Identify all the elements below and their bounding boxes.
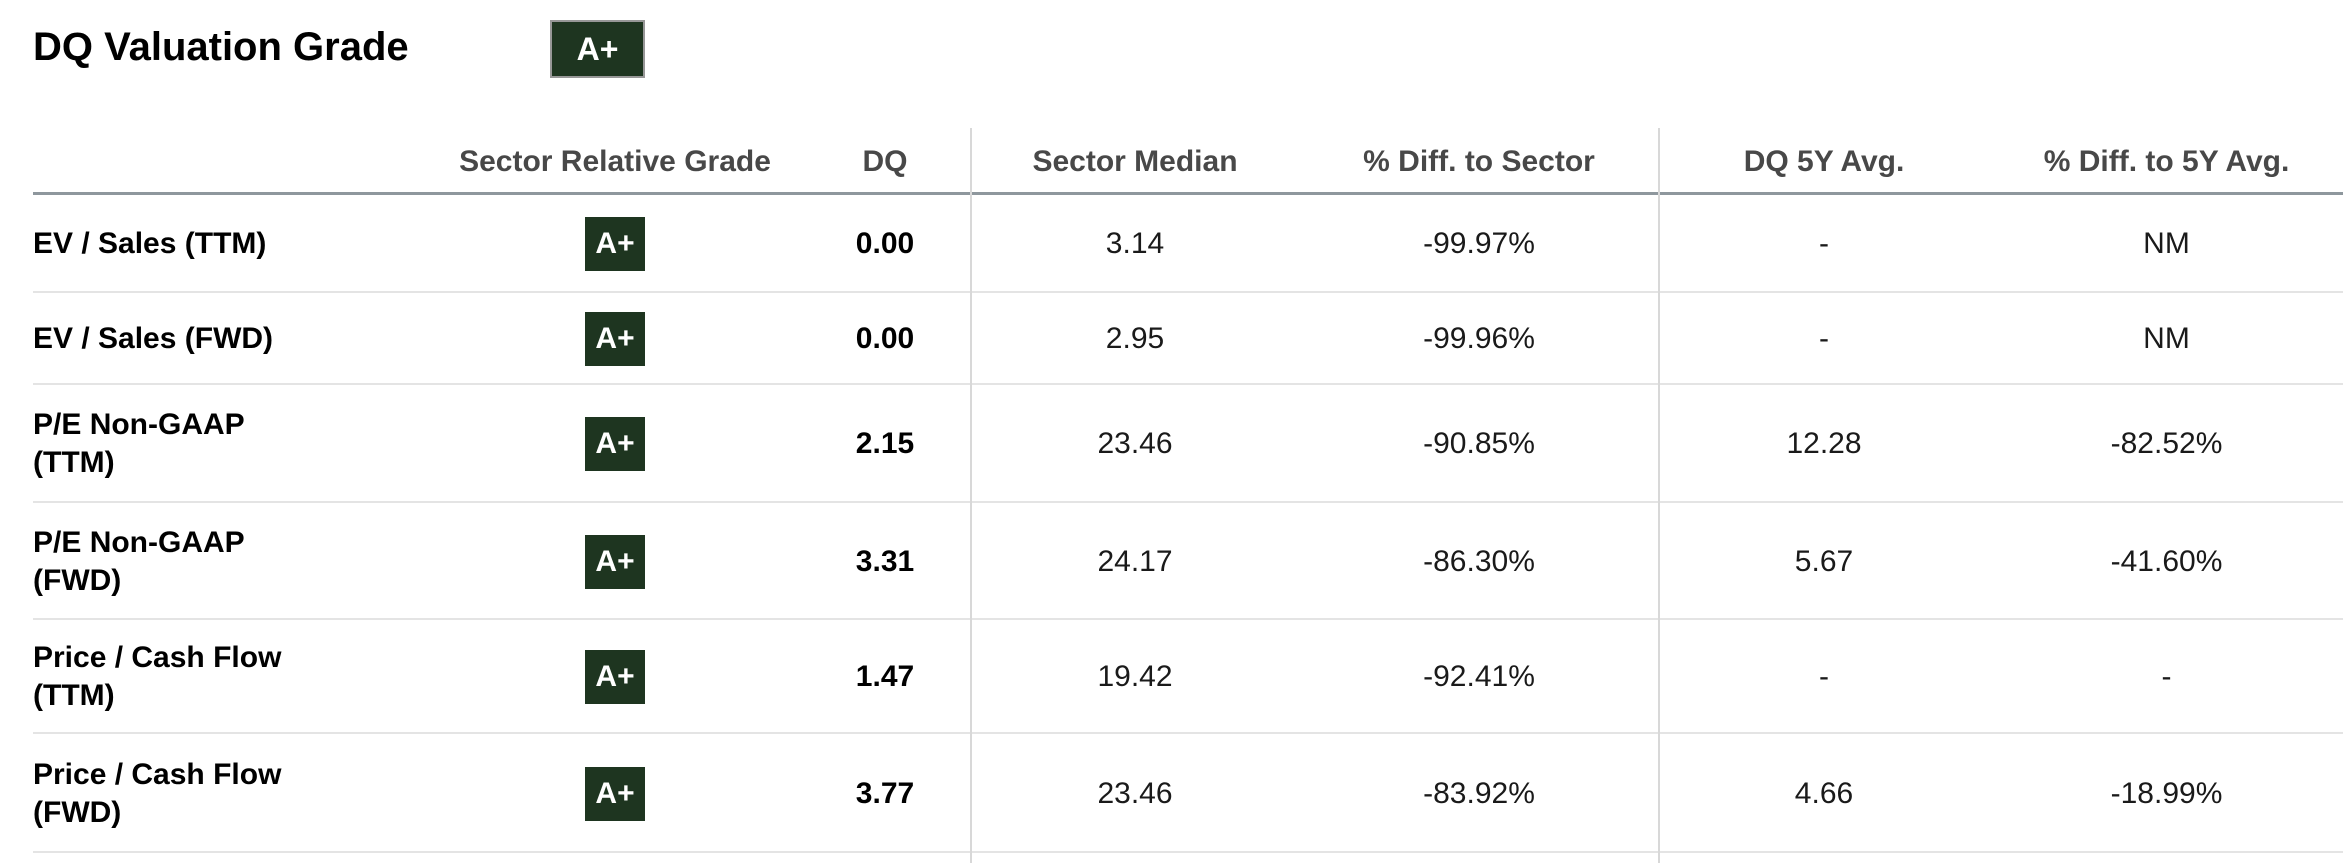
dq-value: 3.31	[855, 544, 915, 578]
dq-value: 0.00	[855, 322, 915, 355]
dq-5y-avg-value: -	[1819, 227, 1829, 260]
diff-to-5y-avg-value: -18.99%	[2110, 776, 2223, 810]
dq-5y-avg-value: 5.67	[1794, 544, 1854, 578]
column-header-diff-to-5y-avg: % Diff. to 5Y Avg.	[2043, 144, 2290, 178]
diff-to-5y-avg-value: -41.60%	[2110, 544, 2223, 578]
column-header-dq-5y-avg: DQ 5Y Avg.	[1743, 144, 1905, 178]
grade-badge[interactable]: A+	[585, 312, 645, 366]
sector-median-value: 23.46	[1097, 427, 1173, 460]
grade-cell: A+	[430, 650, 800, 704]
metric-label: Price / Cash Flow (TTM)	[33, 641, 282, 712]
diff-to-sector-value: -86.30%	[1423, 544, 1535, 578]
column-header-sector-relative-grade: Sector Relative Grade	[459, 144, 771, 178]
metric-label: P/E Non-GAAP (FWD)	[33, 525, 245, 597]
column-header-dq: DQ	[862, 144, 908, 178]
diff-to-sector-value: -99.97%	[1423, 227, 1535, 260]
sector-median-value: 2.95	[1105, 322, 1165, 355]
diff-to-sector-value: -92.41%	[1423, 660, 1535, 693]
table-row-price-cashflow-fwd: Price / Cash Flow (FWD) A+ 3.77 23.46 -8…	[0, 734, 2343, 853]
diff-to-sector-value: -83.92%	[1423, 776, 1535, 810]
overall-grade-badge[interactable]: A+	[550, 20, 645, 78]
grade-badge[interactable]: A+	[585, 217, 645, 271]
metric-label: P/E Non-GAAP (TTM)	[33, 408, 245, 479]
metric-label: EV / Sales (TTM)	[33, 227, 267, 260]
grade-badge[interactable]: A+	[585, 534, 645, 589]
dq-5y-avg-value: -	[1819, 660, 1829, 693]
table-header-row: Sector Relative Grade DQ Sector Median %…	[0, 128, 2343, 195]
dq-value: 0.00	[855, 227, 915, 260]
column-divider	[970, 128, 972, 863]
sector-median-value: 3.14	[1105, 227, 1165, 260]
valuation-metrics-table: Sector Relative Grade DQ Sector Median %…	[0, 128, 2343, 863]
dq-value: 1.47	[855, 660, 915, 693]
panel-title-bar: DQ Valuation Grade A+	[33, 16, 2343, 78]
dq-value: 3.77	[855, 776, 915, 810]
grade-badge[interactable]: A+	[585, 650, 645, 704]
column-header-sector-median: Sector Median	[1032, 144, 1238, 178]
diff-to-5y-avg-value: NM	[2143, 322, 2190, 355]
dq-5y-avg-value: 4.66	[1794, 776, 1854, 810]
grade-badge[interactable]: A+	[585, 417, 645, 471]
diff-to-5y-avg-value: NM	[2143, 227, 2190, 260]
dq-5y-avg-value: -	[1819, 322, 1829, 355]
sector-median-value: 19.42	[1097, 660, 1173, 693]
grade-cell: A+	[430, 312, 800, 366]
grade-cell: A+	[430, 417, 800, 471]
sector-median-value: 23.46	[1097, 776, 1173, 810]
column-divider	[1658, 128, 1660, 863]
diff-to-sector-value: -99.96%	[1423, 322, 1535, 355]
diff-to-5y-avg-value: -	[2161, 660, 2172, 693]
diff-to-sector-value: -90.85%	[1423, 427, 1535, 460]
table-row-price-cashflow-ttm: Price / Cash Flow (TTM) A+ 1.47 19.42 -9…	[0, 620, 2343, 734]
grade-cell: A+	[430, 534, 800, 589]
diff-to-5y-avg-value: -82.52%	[2110, 427, 2223, 460]
grade-badge[interactable]: A+	[585, 766, 645, 821]
grade-cell: A+	[430, 766, 800, 821]
table-body: EV / Sales (TTM) A+ 0.00 3.14 -99.97% - …	[0, 195, 2343, 853]
table-row-ev-sales-ttm: EV / Sales (TTM) A+ 0.00 3.14 -99.97% - …	[0, 195, 2343, 293]
grade-cell: A+	[430, 217, 800, 271]
dq-5y-avg-value: 12.28	[1786, 427, 1862, 460]
metric-label: EV / Sales (FWD)	[33, 322, 274, 355]
metric-label: Price / Cash Flow (FWD)	[33, 757, 282, 829]
table-row-pe-nongaap-ttm: P/E Non-GAAP (TTM) A+ 2.15 23.46 -90.85%…	[0, 385, 2343, 503]
page-title: DQ Valuation Grade	[33, 24, 409, 69]
dq-value: 2.15	[855, 427, 915, 460]
table-row-pe-nongaap-fwd: P/E Non-GAAP (FWD) A+ 3.31 24.17 -86.30%…	[0, 503, 2343, 620]
column-header-diff-to-sector: % Diff. to Sector	[1363, 144, 1595, 178]
sector-median-value: 24.17	[1097, 544, 1173, 578]
table-row-ev-sales-fwd: EV / Sales (FWD) A+ 0.00 2.95 -99.96% - …	[0, 293, 2343, 385]
